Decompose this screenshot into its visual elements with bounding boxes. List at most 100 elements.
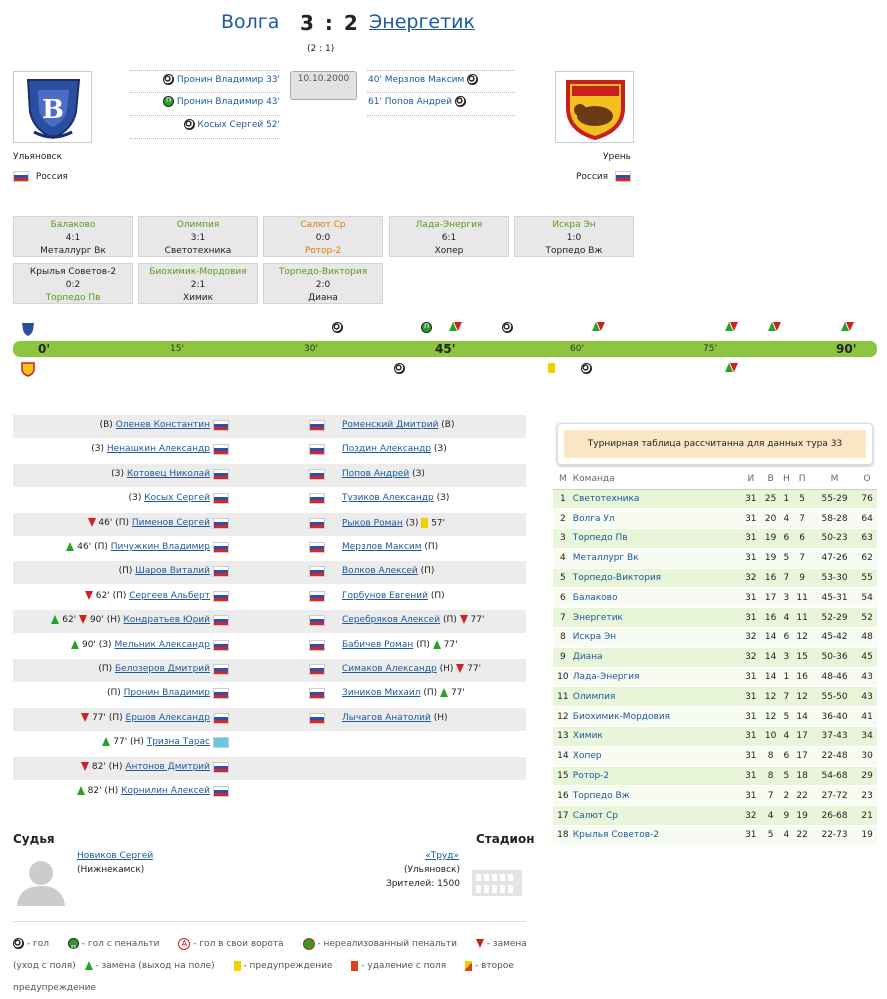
away-player[interactable]: Серебряков Алексей (П) 77' — [342, 615, 485, 626]
other-match-7[interactable]: Биохимик-Мордовия 2:1 Химик — [138, 263, 258, 304]
home-player-link[interactable]: Косых Сергей — [144, 493, 210, 504]
away-scorer-1[interactable]: 40' Мерзлов Максим — [368, 74, 479, 85]
other-match-3[interactable]: Салют Ср 0:0 Ротор-2 — [263, 216, 383, 257]
home-player[interactable]: (П) Белозеров Дмитрий — [98, 664, 210, 674]
away-player[interactable]: Бабичев Роман (П) 77' — [342, 639, 458, 650]
standings-team[interactable]: Лада-Энергия — [572, 667, 741, 688]
stadium-name-link[interactable]: «Труд» — [425, 851, 459, 861]
away-player[interactable]: Рыков Роман (З) 57' — [342, 517, 446, 529]
away-player-link[interactable]: Тузиков Александр — [342, 493, 434, 504]
home-player-link[interactable]: Тризна Тарас — [146, 737, 210, 748]
home-player-link[interactable]: Пичужкин Владимир — [110, 542, 210, 552]
standings-cell: 22-48 — [811, 746, 858, 767]
home-player[interactable]: 82' (Н) Корнилин Алексей — [76, 786, 210, 796]
standings-team[interactable]: Крылья Советов-2 — [572, 825, 741, 846]
away-scorer-2[interactable]: 61' Попов Андрей — [368, 96, 466, 107]
standings-team[interactable]: Биохимик-Мордовия — [572, 706, 741, 728]
away-player-link[interactable]: Лычагов Анатолий — [342, 712, 431, 723]
home-player-link[interactable]: Ершов Александр — [125, 712, 210, 723]
away-player-link[interactable]: Роменский Дмитрий — [342, 420, 439, 430]
home-player-link[interactable]: Корнилин Алексей — [121, 786, 210, 796]
home-player[interactable]: 62' (П) Сергеев Альберт — [84, 590, 210, 601]
away-player[interactable]: Роменский Дмитрий (В) — [342, 420, 455, 430]
standings-team[interactable]: Хопер — [572, 746, 741, 767]
standings-team[interactable]: Торпедо Пв — [572, 528, 741, 549]
away-team-name[interactable]: Энергетик — [369, 11, 476, 33]
home-scorer-3[interactable]: Косых Сергей 52' — [130, 119, 280, 130]
other-match-1[interactable]: Балаково 4:1 Металлург Вк — [13, 216, 133, 257]
home-player-link[interactable]: Антонов Дмитрий — [125, 761, 210, 772]
other-match-4[interactable]: Лада-Энергия 6:1 Хопер — [389, 216, 509, 257]
away-player-link[interactable]: Горбунов Евгений — [342, 590, 428, 601]
away-player-link[interactable]: Рыков Роман — [342, 518, 403, 529]
away-player-link[interactable]: Попов Андрей — [342, 468, 410, 479]
home-scorer-2[interactable]: Пронин Владимир 43' — [130, 95, 280, 107]
home-player-link[interactable]: Шаров Виталий — [135, 566, 210, 577]
home-player-link[interactable]: Мельник Александр — [114, 639, 210, 650]
away-player[interactable]: Горбунов Евгений (П) — [342, 590, 445, 601]
away-player[interactable]: Зиников Михаил (П) 77' — [342, 688, 465, 699]
standings-team[interactable]: Искра Эн — [572, 627, 741, 648]
away-player[interactable]: Поздин Александр (З) — [342, 444, 447, 455]
standings-team[interactable]: Диана — [572, 647, 741, 668]
standings-team[interactable]: Олимпия — [572, 686, 741, 708]
away-player[interactable]: Попов Андрей (З) — [342, 468, 425, 479]
home-player-link[interactable]: Сергеев Альберт — [129, 590, 210, 601]
standings-cell: 19 — [760, 548, 781, 569]
home-player[interactable]: (П) Шаров Виталий — [118, 566, 210, 577]
away-player-link[interactable]: Серебряков Алексей — [342, 615, 441, 626]
away-player-link[interactable]: Поздин Александр — [342, 444, 432, 455]
other-match-6[interactable]: Крылья Советов-2 0:2 Торпедо Пв — [13, 263, 133, 304]
referee-name-link[interactable]: Новиков Сергей — [77, 851, 154, 861]
home-player-link[interactable]: Белозеров Дмитрий — [114, 664, 210, 674]
home-player[interactable]: 46' (П) Пименов Сергей — [87, 517, 210, 528]
away-player-link[interactable]: Симаков Александр — [342, 664, 437, 674]
home-player[interactable]: (З) Косых Сергей — [128, 493, 210, 504]
standings-team[interactable]: Торпедо Вж — [572, 785, 741, 807]
home-player[interactable]: (З) Котовец Николай — [111, 468, 210, 479]
standings-team[interactable]: Светотехника — [572, 489, 741, 510]
home-player[interactable]: 82' (Н) Антонов Дмитрий — [81, 761, 210, 772]
away-team-logo[interactable] — [555, 71, 634, 143]
home-player-link[interactable]: Котовец Николай — [126, 468, 210, 479]
standings-row: 1 Светотехника 31 25 1 5 55-29 76 — [553, 489, 877, 510]
home-team-logo[interactable]: B — [13, 71, 92, 143]
other-match-8[interactable]: Торпедо-Виктория 2:0 Диана — [263, 263, 383, 304]
away-player-link[interactable]: Зиников Михаил — [342, 688, 421, 699]
standings-team[interactable]: Энергетик — [572, 607, 741, 629]
other-match-2[interactable]: Олимпия 3:1 Светотехника — [138, 216, 258, 257]
home-player-link[interactable]: Оленев Константин — [115, 420, 210, 430]
away-player[interactable]: Симаков Александр (Н) 77' — [342, 664, 482, 674]
standings-team[interactable]: Волга Ул — [572, 508, 741, 530]
standings-team[interactable]: Балаково — [572, 587, 741, 609]
home-player-link[interactable]: Пронин Владимир — [123, 688, 210, 699]
away-player[interactable]: Тузиков Александр (З) — [342, 493, 450, 504]
home-player[interactable]: 77' (П) Ершов Александр — [81, 712, 210, 723]
other-match-5[interactable]: Искра Эн 1:0 Торпедо Вж — [514, 216, 634, 257]
away-player[interactable]: Волков Алексей (П) — [342, 566, 435, 577]
away-player-link[interactable]: Бабичев Роман — [342, 639, 414, 650]
away-player[interactable]: Лычагов Анатолий (Н) — [342, 712, 448, 723]
away-player[interactable]: Мерзлов Максим (П) — [342, 542, 439, 552]
home-player[interactable]: (В) Оленев Константин — [99, 420, 210, 430]
standings-team[interactable]: Химик — [572, 726, 741, 747]
home-player[interactable]: (З) Ненашкин Александр — [91, 444, 210, 455]
home-player[interactable]: 46' (П) Пичужкин Владимир — [66, 542, 210, 552]
away-player-link[interactable]: Мерзлов Максим — [342, 542, 422, 552]
home-scorer-1[interactable]: Пронин Владимир 33' — [130, 74, 280, 85]
home-player-link[interactable]: Кондратьев Юрий — [123, 615, 210, 626]
home-team-name[interactable]: Волга — [221, 11, 280, 33]
standings-team[interactable]: Салют Ср — [572, 805, 741, 827]
standings-cell: 14 — [760, 647, 781, 668]
home-player[interactable]: 90' (З) Мельник Александр — [71, 639, 210, 650]
standings-team[interactable]: Торпедо-Виктория — [572, 568, 741, 589]
volga-crest-icon: B — [26, 79, 81, 140]
standings-team[interactable]: Металлург Вк — [572, 548, 741, 569]
home-player-link[interactable]: Пименов Сергей — [131, 517, 210, 528]
home-player[interactable]: 77' (Н) Тризна Тарас — [102, 737, 210, 747]
away-player-link[interactable]: Волков Алексей — [342, 566, 418, 577]
standings-team[interactable]: Ротор-2 — [572, 766, 741, 787]
home-player-link[interactable]: Ненашкин Александр — [106, 444, 210, 455]
home-player[interactable]: 62' 90' (Н) Кондратьев Юрий — [51, 615, 210, 625]
home-player[interactable]: (П) Пронин Владимир — [106, 688, 210, 699]
